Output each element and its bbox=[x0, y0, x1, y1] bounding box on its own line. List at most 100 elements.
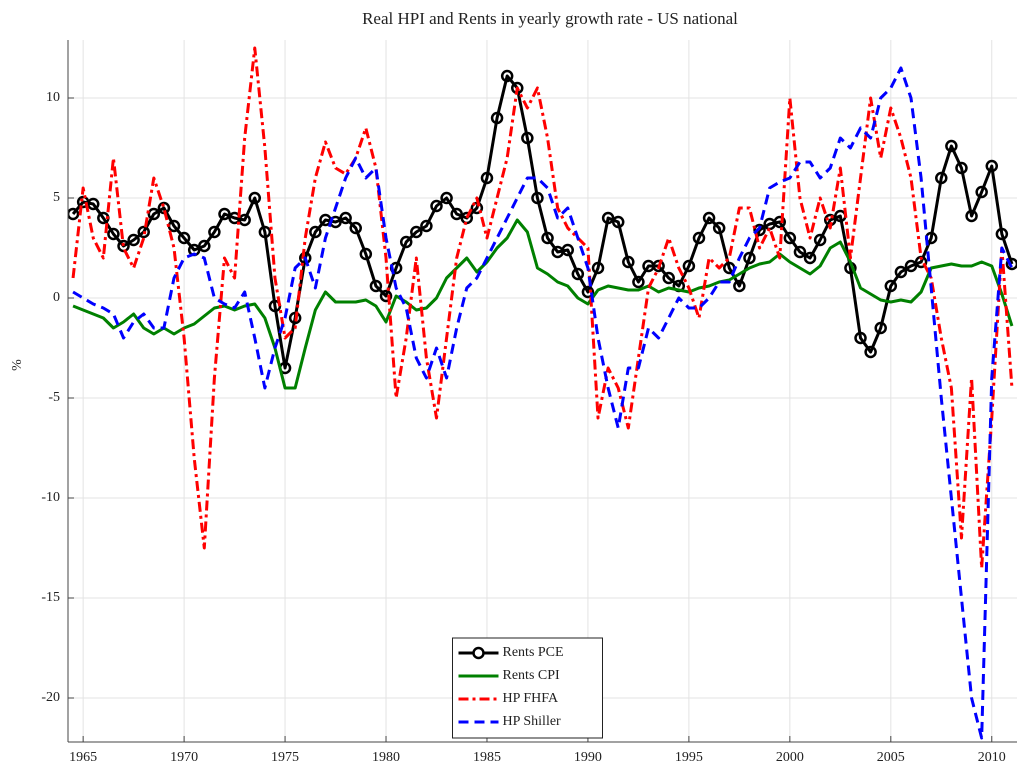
x-tick-label: 1980 bbox=[372, 750, 400, 765]
point-marker bbox=[965, 209, 978, 223]
y-tick-label: 5 bbox=[53, 190, 60, 205]
point-marker bbox=[753, 223, 766, 237]
legend-marker bbox=[472, 646, 485, 660]
legend-label: HP Shiller bbox=[503, 714, 562, 729]
point-marker bbox=[430, 199, 443, 213]
point-marker bbox=[137, 225, 150, 239]
point-marker bbox=[420, 219, 433, 233]
point-marker bbox=[86, 197, 100, 211]
series-line bbox=[72, 66, 1014, 740]
point-marker bbox=[299, 251, 312, 265]
point-marker bbox=[288, 311, 302, 325]
point-marker bbox=[995, 227, 1009, 241]
point-marker bbox=[561, 243, 574, 257]
point-marker bbox=[309, 225, 322, 239]
point-marker bbox=[975, 185, 988, 199]
point-marker bbox=[712, 221, 726, 235]
point-marker bbox=[692, 231, 706, 245]
point-marker bbox=[147, 207, 161, 221]
legend-label: HP FHFA bbox=[503, 691, 560, 706]
point-marker bbox=[339, 211, 352, 225]
chart-title: Real HPI and Rents in yearly growth rate… bbox=[362, 9, 738, 28]
point-marker bbox=[218, 207, 231, 221]
point-marker bbox=[682, 259, 696, 273]
point-marker bbox=[955, 161, 968, 175]
point-marker bbox=[531, 191, 544, 205]
point-marker bbox=[935, 171, 948, 185]
point-marker bbox=[500, 69, 514, 83]
plot-area bbox=[68, 46, 1017, 740]
y-tick-label: -10 bbox=[41, 490, 60, 505]
point-marker bbox=[793, 245, 807, 259]
point-marker bbox=[369, 279, 383, 293]
point-marker bbox=[248, 191, 262, 205]
x-tick-label: 1995 bbox=[675, 750, 703, 765]
point-marker bbox=[894, 265, 908, 279]
point-marker bbox=[874, 321, 887, 335]
point-marker bbox=[601, 211, 615, 225]
point-marker bbox=[884, 279, 898, 293]
point-marker bbox=[541, 231, 554, 245]
point-marker bbox=[521, 131, 534, 145]
point-marker bbox=[773, 215, 786, 229]
point-marker bbox=[783, 231, 797, 245]
point-marker bbox=[662, 271, 675, 285]
point-marker bbox=[985, 159, 999, 173]
point-marker bbox=[177, 231, 191, 245]
x-tick-label: 1990 bbox=[574, 750, 602, 765]
point-marker bbox=[450, 207, 463, 221]
point-marker bbox=[864, 345, 877, 359]
point-marker bbox=[632, 275, 645, 289]
point-marker bbox=[652, 259, 665, 273]
x-tick-label: 1965 bbox=[69, 750, 97, 765]
y-tick-label: -5 bbox=[48, 390, 60, 405]
point-marker bbox=[238, 213, 251, 227]
grid bbox=[68, 40, 1017, 742]
point-marker bbox=[854, 331, 867, 345]
point-marker bbox=[803, 251, 817, 265]
point-marker bbox=[490, 111, 504, 125]
y-axis-label: % bbox=[10, 359, 25, 371]
series-line bbox=[72, 218, 1014, 390]
y-tick-label: -15 bbox=[41, 590, 60, 605]
point-marker bbox=[440, 191, 453, 205]
point-marker bbox=[702, 211, 716, 225]
point-marker bbox=[571, 267, 585, 281]
point-marker bbox=[480, 171, 494, 185]
point-marker bbox=[107, 227, 120, 241]
x-tick-label: 2000 bbox=[776, 750, 804, 765]
point-marker bbox=[198, 239, 211, 253]
point-marker bbox=[743, 251, 756, 265]
point-marker bbox=[904, 259, 918, 273]
point-marker bbox=[945, 139, 958, 153]
y-tick-label: 0 bbox=[53, 290, 60, 305]
legend-label: Rents PCE bbox=[503, 645, 564, 660]
legend-label: Rents CPI bbox=[503, 668, 561, 683]
point-marker bbox=[127, 233, 140, 247]
x-tick-label: 2005 bbox=[877, 750, 905, 765]
point-marker bbox=[410, 225, 423, 239]
x-tick-label: 2010 bbox=[978, 750, 1006, 765]
series-line bbox=[71, 46, 1014, 570]
x-tick-label: 1985 bbox=[473, 750, 501, 765]
point-marker bbox=[258, 225, 272, 239]
legend: Rents PCE Rents CPI HP FHFA HP Shiller bbox=[452, 637, 603, 739]
x-tick-label: 1970 bbox=[170, 750, 198, 765]
point-marker bbox=[379, 289, 393, 303]
x-tick-label: 1975 bbox=[271, 750, 299, 765]
point-marker bbox=[359, 247, 373, 261]
point-marker bbox=[208, 225, 221, 239]
point-marker bbox=[68, 207, 80, 221]
point-marker bbox=[622, 255, 635, 269]
point-marker bbox=[581, 285, 595, 299]
y-tick-label: -20 bbox=[41, 690, 60, 705]
point-marker bbox=[611, 215, 625, 229]
point-marker bbox=[733, 279, 746, 293]
y-tick-label: 10 bbox=[46, 90, 60, 105]
point-marker bbox=[813, 233, 827, 247]
point-marker bbox=[591, 261, 605, 275]
series-line bbox=[71, 74, 1014, 370]
point-marker bbox=[349, 221, 362, 235]
